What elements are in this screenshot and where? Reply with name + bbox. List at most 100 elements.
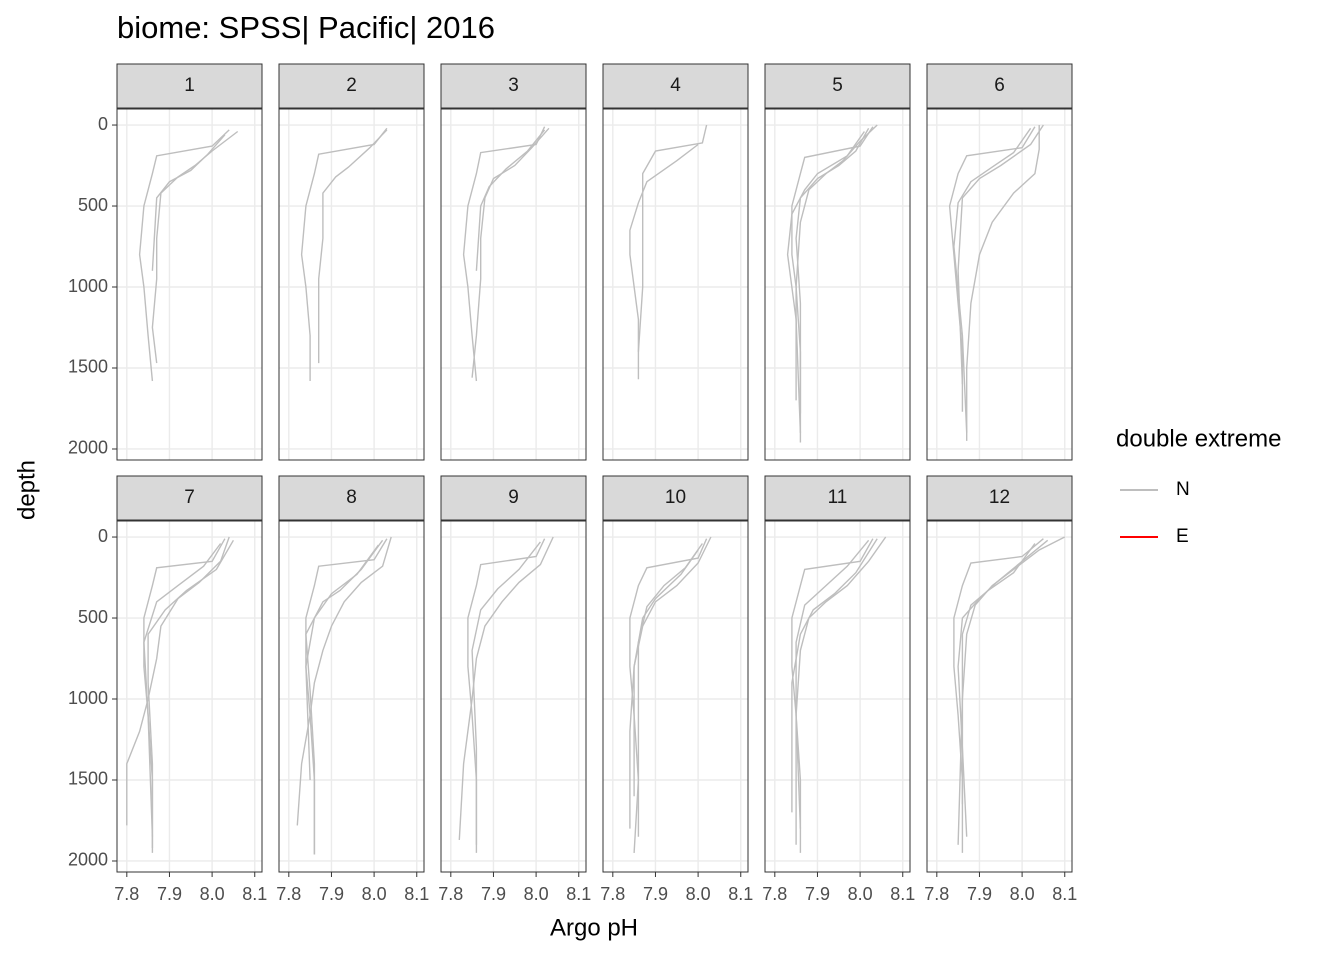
- y-tick-label: 1500: [68, 769, 108, 789]
- profile-line: [791, 538, 878, 813]
- panel-border: [602, 108, 749, 461]
- panel-border: [764, 108, 911, 461]
- strip: [602, 63, 749, 109]
- strip-label: 1: [184, 75, 195, 96]
- panel-border: [764, 520, 911, 873]
- profile-line: [305, 544, 379, 781]
- profile-line: [961, 543, 1036, 805]
- panel-border: [926, 520, 1073, 873]
- y-tick-label: 0: [98, 114, 108, 134]
- x-tick-label: 7.8: [762, 884, 787, 904]
- panel-bg: [765, 521, 910, 872]
- x-tick-label: 7.9: [481, 884, 506, 904]
- profile-line: [300, 127, 388, 381]
- profile-line: [629, 538, 708, 853]
- panel-bg: [927, 521, 1072, 872]
- strip: [764, 475, 911, 521]
- profile-line: [305, 538, 388, 855]
- profile-line: [458, 536, 554, 840]
- strip-label: 9: [508, 487, 519, 508]
- strip-label: 2: [346, 75, 357, 96]
- profile-line: [791, 126, 874, 414]
- panel-bg: [765, 109, 910, 460]
- y-tick-label: 1500: [68, 357, 108, 377]
- y-tick-label: 500: [78, 195, 108, 215]
- panel-bg: [117, 521, 262, 872]
- panel-border: [926, 108, 1073, 461]
- x-tick-label: 8.1: [242, 884, 267, 904]
- panel-bg: [603, 109, 748, 460]
- profile-line: [475, 129, 546, 271]
- profile-line: [786, 131, 865, 433]
- panel-border: [278, 520, 425, 873]
- profile-line: [318, 129, 388, 364]
- x-tick-label: 8.0: [686, 884, 711, 904]
- x-tick-label: 8.1: [890, 884, 915, 904]
- y-tick-label: 2000: [68, 850, 108, 870]
- strip: [440, 63, 587, 109]
- x-tick-label: 8.0: [524, 884, 549, 904]
- strip: [116, 475, 263, 521]
- x-tick-label: 7.9: [157, 884, 182, 904]
- strip-label: 10: [665, 487, 686, 508]
- strip: [926, 63, 1073, 109]
- x-tick-label: 7.8: [924, 884, 949, 904]
- panel-bg: [441, 521, 586, 872]
- profile-line: [138, 129, 230, 382]
- x-tick-label: 7.9: [319, 884, 344, 904]
- y-tick-label: 500: [78, 607, 108, 627]
- x-tick-label: 8.0: [1010, 884, 1035, 904]
- panel-border: [602, 520, 749, 873]
- strip: [278, 63, 425, 109]
- x-tick-label: 8.1: [404, 884, 429, 904]
- strip: [116, 63, 263, 109]
- panel-bg: [279, 521, 424, 872]
- y-tick-label: 1000: [68, 688, 108, 708]
- strip-label: 11: [828, 487, 848, 508]
- x-tick-label: 8.0: [362, 884, 387, 904]
- panel-border: [278, 108, 425, 461]
- x-tick-label: 7.8: [600, 884, 625, 904]
- strip-label: 4: [670, 75, 681, 96]
- x-tick-label: 7.9: [805, 884, 830, 904]
- strip-label: 3: [508, 75, 519, 96]
- profile-line: [957, 124, 1044, 385]
- legend-title: double extreme: [1116, 425, 1281, 452]
- profile-line: [795, 539, 870, 829]
- profile-line: [795, 124, 878, 401]
- x-axis-title: Argo pH: [550, 914, 638, 941]
- chart-title: biome: SPSS| Pacific| 2016: [117, 10, 495, 45]
- strip: [278, 475, 425, 521]
- profile-line: [467, 538, 546, 853]
- y-tick-label: 2000: [68, 438, 108, 458]
- profile-line: [143, 543, 222, 837]
- y-tick-label: 1000: [68, 276, 108, 296]
- profile-line: [637, 124, 708, 352]
- strip: [764, 63, 911, 109]
- panel-border: [116, 108, 263, 461]
- x-tick-label: 7.9: [967, 884, 992, 904]
- x-tick-label: 7.8: [438, 884, 463, 904]
- profile-line: [462, 126, 546, 382]
- x-tick-label: 8.0: [200, 884, 225, 904]
- strip-label: 6: [994, 75, 1005, 96]
- x-tick-label: 8.1: [566, 884, 591, 904]
- profile-line: [143, 538, 226, 848]
- profile-line: [629, 536, 712, 829]
- profile-line: [126, 536, 230, 826]
- panel-border: [440, 108, 587, 461]
- profile-line: [147, 539, 235, 853]
- profile-line: [791, 538, 874, 853]
- legend-label: N: [1176, 479, 1190, 500]
- profile-line: [966, 125, 1040, 441]
- y-tick-label: 0: [98, 526, 108, 546]
- strip-label: 7: [184, 487, 195, 508]
- profile-line: [957, 539, 1049, 837]
- legend-label: E: [1176, 526, 1189, 547]
- panel-bg: [117, 109, 262, 460]
- profile-line: [296, 536, 392, 826]
- panel-bg: [603, 521, 748, 872]
- profile-line: [471, 541, 541, 845]
- strip: [926, 475, 1073, 521]
